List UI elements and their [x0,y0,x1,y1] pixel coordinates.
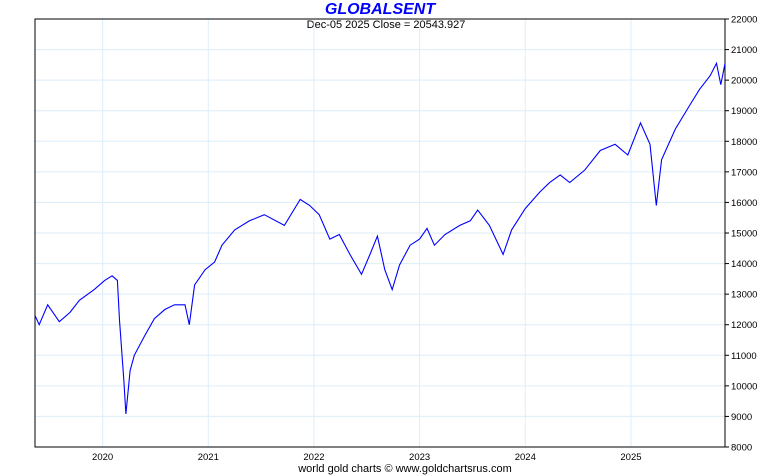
plot-frame [34,18,726,448]
y-tick-label: 16000 [731,198,757,209]
x-tick-label: 2022 [303,452,324,463]
y-tick-label: 9000 [731,412,752,423]
chart-title: GLOBALSENT [324,1,436,18]
x-tick-label: 2020 [92,452,113,463]
y-tick-label: 17000 [731,167,757,178]
y-tick-label: 22000 [731,15,757,26]
chart-footer: world gold charts © www.goldchartsrus.co… [298,463,512,475]
y-tick-label: 12000 [731,320,757,331]
y-tick-label: 13000 [731,290,757,301]
y-tick-label: 21000 [731,45,757,56]
x-tick-label: 2023 [409,452,430,463]
y-tick-label: 19000 [731,106,757,117]
y-tick-label: 20000 [731,76,757,87]
series-line [34,61,726,415]
x-tick-label: 2021 [198,452,219,463]
y-tick-label: 14000 [731,259,757,270]
y-tick-label: 18000 [731,137,757,148]
y-tick-label: 10000 [731,381,757,392]
chart-subtitle: Dec-05 2025 Close = 20543.927 [306,19,466,31]
y-tick-label: 8000 [731,443,752,454]
y-tick-label: 15000 [731,229,757,240]
y-tick-label: 11000 [731,351,757,362]
x-tick-label: 2024 [515,452,536,463]
x-tick-label: 2025 [620,452,641,463]
